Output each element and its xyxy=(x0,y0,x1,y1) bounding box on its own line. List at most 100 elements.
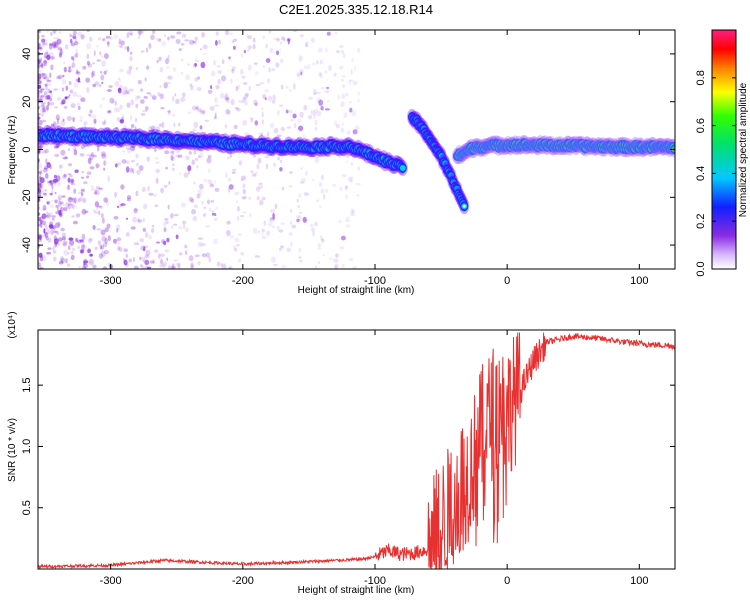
noise-point xyxy=(69,174,73,178)
noise-point xyxy=(130,124,135,128)
noise-point xyxy=(178,226,183,230)
noise-point xyxy=(64,96,68,100)
noise-point xyxy=(41,213,47,220)
noise-point xyxy=(225,30,230,36)
x-tick-label: -300 xyxy=(100,575,122,587)
noise-point xyxy=(311,227,315,232)
noise-point xyxy=(326,88,330,94)
noise-point xyxy=(167,204,170,210)
noise-point xyxy=(59,206,65,212)
noise-point xyxy=(69,181,74,185)
noise-point xyxy=(39,176,42,180)
noise-point xyxy=(108,110,111,113)
noise-point xyxy=(342,84,346,88)
noise-point xyxy=(55,39,58,46)
y-tick-label: 40 xyxy=(21,48,33,60)
noise-point xyxy=(126,32,130,39)
noise-point xyxy=(85,153,91,157)
noise-point xyxy=(98,187,103,190)
noise-point xyxy=(209,105,215,111)
noise-point xyxy=(264,135,268,141)
noise-point xyxy=(38,262,41,267)
noise-point xyxy=(70,205,74,209)
noise-point xyxy=(233,245,237,251)
noise-point xyxy=(340,49,345,54)
noise-point xyxy=(38,145,44,149)
main-ridge-core xyxy=(399,165,406,171)
noise-point xyxy=(58,50,63,57)
noise-point xyxy=(224,124,228,129)
noise-point xyxy=(178,172,182,176)
noise-point xyxy=(234,107,239,110)
noise-point xyxy=(68,197,74,200)
noise-point xyxy=(104,53,109,59)
noise-point xyxy=(351,58,354,63)
noise-point xyxy=(275,135,281,139)
y-tick-label: 0.5 xyxy=(21,500,33,515)
noise-point xyxy=(116,205,120,209)
noise-point xyxy=(134,95,139,102)
noise-point xyxy=(82,197,87,203)
noise-point xyxy=(345,216,350,221)
noise-point xyxy=(131,160,135,163)
noise-point xyxy=(350,179,353,184)
noise-point xyxy=(221,150,227,154)
noise-point xyxy=(112,238,117,244)
noise-point xyxy=(167,265,172,269)
noise-point xyxy=(61,232,67,238)
noise-point xyxy=(195,106,199,110)
noise-point xyxy=(45,235,49,241)
noise-point xyxy=(92,264,97,269)
noise-point xyxy=(88,259,94,266)
noise-point xyxy=(43,59,48,66)
noise-point xyxy=(214,104,219,107)
colorbar-tick-label: 0.0 xyxy=(695,261,707,276)
noise-point xyxy=(170,154,174,161)
noise-point xyxy=(91,114,97,119)
noise-point xyxy=(125,253,129,258)
noise-point xyxy=(342,53,346,58)
noise-point xyxy=(344,185,349,191)
noise-point xyxy=(180,42,185,46)
noise-point xyxy=(154,249,159,252)
noise-point xyxy=(357,166,361,171)
noise-point xyxy=(113,107,118,113)
noise-point xyxy=(46,200,51,205)
noise-point xyxy=(130,51,133,55)
noise-point xyxy=(346,160,349,163)
noise-point xyxy=(318,261,320,265)
noise-point xyxy=(242,96,246,103)
noise-point xyxy=(352,80,358,86)
noise-point xyxy=(121,114,125,121)
noise-point xyxy=(253,227,258,235)
noise-point xyxy=(191,209,196,215)
noise-point xyxy=(46,251,52,255)
noise-point xyxy=(67,68,73,73)
noise-point xyxy=(272,217,275,222)
noise-point xyxy=(50,204,55,209)
noise-point xyxy=(68,237,74,241)
noise-point xyxy=(187,170,191,175)
noise-point xyxy=(256,196,260,201)
noise-point xyxy=(147,185,150,192)
noise-point xyxy=(40,108,45,114)
noise-point xyxy=(48,224,54,229)
noise-point xyxy=(83,121,88,125)
noise-point xyxy=(51,41,57,48)
noise-point xyxy=(172,163,175,167)
noise-point xyxy=(225,109,231,115)
noise-point xyxy=(229,152,233,159)
noise-point xyxy=(216,65,221,68)
noise-point xyxy=(80,176,85,179)
noise-point xyxy=(65,258,68,264)
noise-point xyxy=(142,260,145,263)
noise-point xyxy=(140,88,144,92)
noise-point xyxy=(254,102,258,107)
noise-point xyxy=(41,110,47,114)
noise-point xyxy=(248,196,251,201)
noise-point xyxy=(89,36,93,42)
noise-point xyxy=(38,259,41,265)
noise-point xyxy=(161,121,165,128)
noise-point xyxy=(102,38,106,41)
noise-point xyxy=(206,157,212,164)
